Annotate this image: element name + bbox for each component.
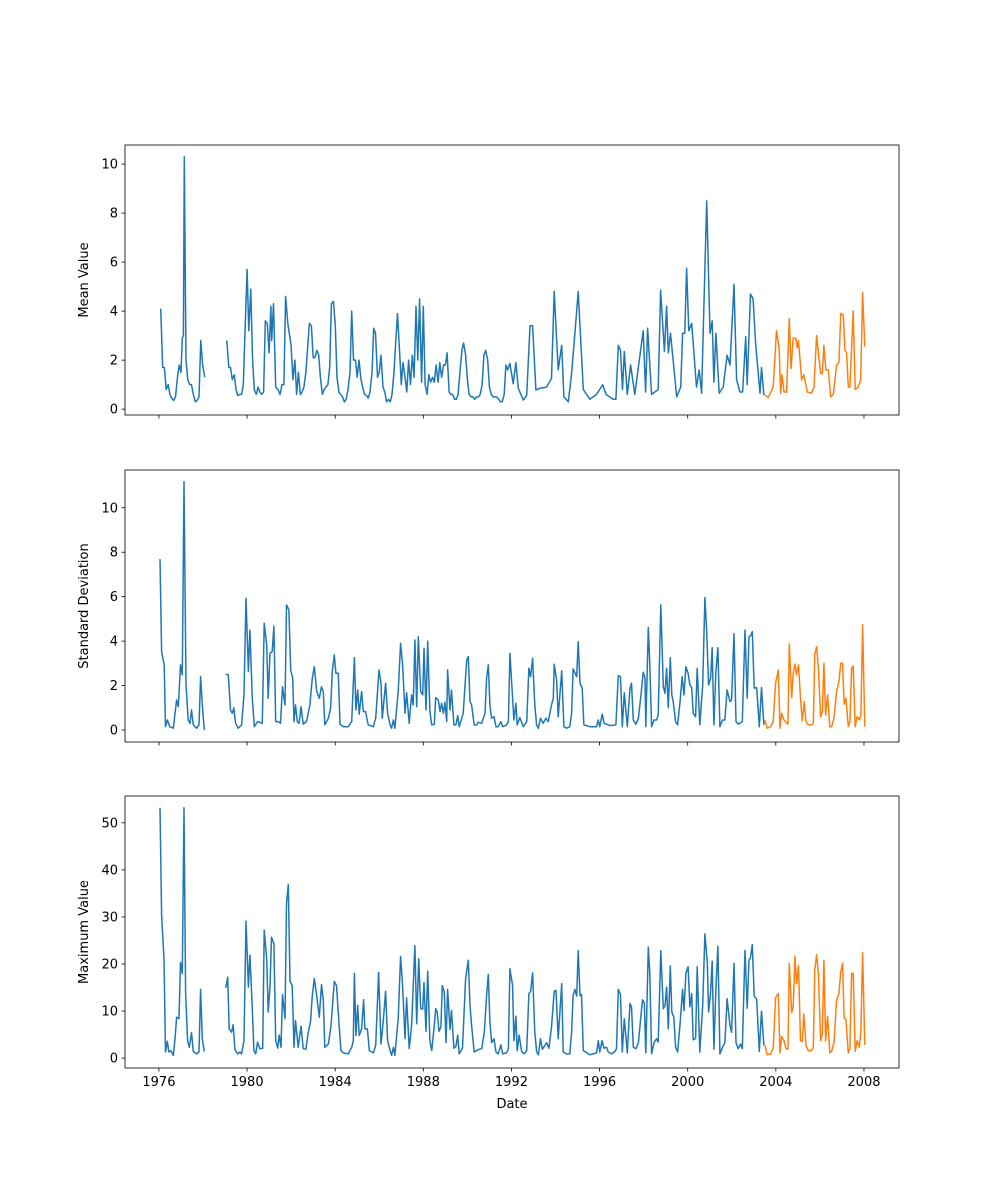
y-tick-label: 2 <box>110 679 118 694</box>
y-tick-label: 2 <box>110 354 118 369</box>
standard-deviation-series-1-line <box>764 624 866 729</box>
y-tick-label: 6 <box>110 590 118 605</box>
y-tick-label: 8 <box>110 546 118 561</box>
maximum-value-axes-frame <box>124 795 900 1069</box>
y-tick-label: 50 <box>101 816 118 831</box>
y-tick-label: 4 <box>110 305 118 320</box>
x-tick-label: 1988 <box>407 1075 440 1090</box>
y-tick-label: 10 <box>101 501 118 516</box>
x-tick-label: 2004 <box>759 1075 792 1090</box>
y-tick-label: 6 <box>110 256 118 271</box>
maximum-value-series-0-line <box>224 883 765 1057</box>
x-tick-label: 2008 <box>847 1075 880 1090</box>
y-tick-label: 10 <box>101 158 118 173</box>
x-axis-label: Date <box>496 1097 527 1112</box>
x-tick-label: 1980 <box>231 1075 264 1090</box>
y-tick-label: 40 <box>101 863 118 878</box>
mean-value-series-1-line <box>764 291 866 399</box>
standard-deviation-panel: 0 2 4 6 8 10 Standard Deviation <box>77 469 900 746</box>
standard-deviation-series-0-line <box>225 596 765 729</box>
mean-value-series-0-line <box>159 156 206 403</box>
y-tick-label: 30 <box>101 910 118 925</box>
x-tick-label: 2000 <box>671 1075 704 1090</box>
mean-value-axes-frame <box>124 144 900 416</box>
x-tick-label: 1992 <box>495 1075 528 1090</box>
y-tick-label: 10 <box>101 1005 118 1020</box>
y-tick-label: 0 <box>110 724 118 739</box>
y-tick-label: 4 <box>110 635 118 650</box>
mean-value-y-axis-label: Mean Value <box>77 242 92 317</box>
standard-deviation-series-0-line <box>159 480 206 731</box>
maximum-value-y-axis-label: Maximum Value <box>77 880 92 984</box>
y-tick-label: 0 <box>110 1052 118 1067</box>
standard-deviation-y-axis-label: Standard Deviation <box>77 543 92 668</box>
mean-value-series-0-line <box>226 200 765 403</box>
maximum-value-series-0-line <box>159 807 206 1057</box>
x-tick-label: 1984 <box>319 1075 352 1090</box>
y-tick-label: 0 <box>110 403 118 418</box>
maximum-value-panel: 1976 1980 1984 1988 1992 1996 2000 2004 2008 0 10 2… <box>77 795 900 1112</box>
x-tick-label: 1996 <box>583 1075 616 1090</box>
maximum-value-series-1-line <box>764 951 866 1056</box>
y-tick-label: 8 <box>110 207 118 222</box>
standard-deviation-axes-frame <box>124 469 900 743</box>
x-tick-label: 1976 <box>142 1075 175 1090</box>
mean-value-panel: 0 2 4 6 8 10 Mean Value <box>77 144 900 419</box>
y-tick-label: 20 <box>101 958 118 973</box>
